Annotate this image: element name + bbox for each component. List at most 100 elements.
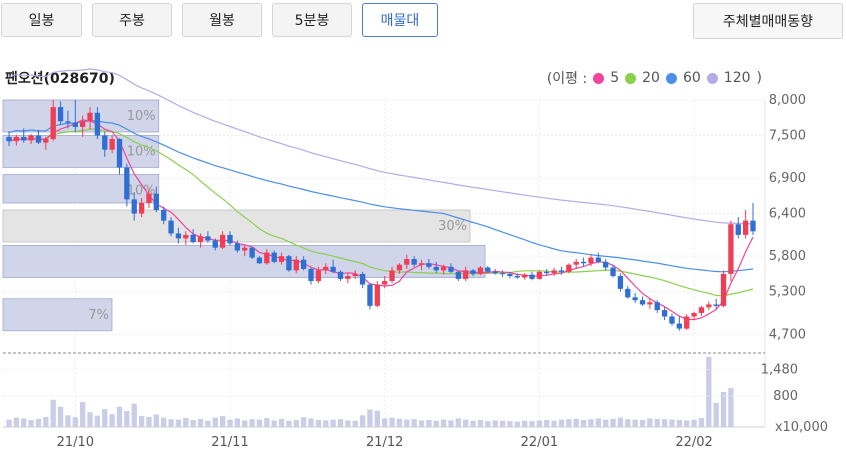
legend-suffix: ): [756, 70, 762, 86]
date-tick-label: 22/02: [675, 435, 712, 450]
date-tick-label: 21/11: [211, 435, 248, 450]
candle-body: [632, 297, 638, 301]
candle-body: [647, 302, 653, 305]
volume-bar: [352, 420, 358, 427]
candle-body: [57, 107, 64, 122]
volume-profile-label: 7%: [88, 308, 109, 323]
candle-body: [698, 307, 705, 313]
volume-bar: [661, 419, 668, 427]
volume-bar: [632, 419, 638, 427]
volume-bar: [205, 420, 211, 427]
ma60-line: [8, 119, 754, 273]
candle-body: [440, 266, 447, 271]
candle-body: [72, 122, 78, 127]
volume-bar: [411, 419, 417, 427]
candle-body: [374, 284, 380, 306]
candle-body: [661, 310, 668, 317]
volume-tick-label: 1,480: [761, 362, 798, 377]
volume-bar: [580, 419, 587, 427]
volume-bar: [728, 388, 734, 427]
volume-bar: [706, 356, 712, 427]
candle-body: [448, 266, 454, 272]
investor-trading-button[interactable]: 주체별매매동향: [693, 3, 843, 39]
volume-bar: [146, 416, 152, 427]
tab-monthly[interactable]: 월봉: [182, 3, 262, 37]
candle-body: [359, 273, 366, 285]
volume-bar: [57, 406, 64, 427]
candle-body: [566, 264, 572, 272]
candle-body: [558, 270, 565, 272]
candle-body: [713, 304, 719, 306]
volume-bar: [610, 418, 616, 427]
candle-body: [219, 234, 226, 248]
candle-body: [352, 273, 358, 277]
candle-body: [323, 266, 329, 271]
volume-bar: [153, 414, 159, 427]
candle-body: [345, 276, 351, 279]
volume-bar: [190, 419, 196, 427]
volume-bar: [234, 418, 241, 427]
candle-body: [315, 270, 322, 282]
candle-body: [573, 261, 579, 265]
volume-bar: [102, 409, 108, 427]
volume-bar: [448, 420, 454, 427]
tab-weekly[interactable]: 주봉: [92, 3, 172, 37]
candle-body: [669, 316, 675, 324]
candle-body: [116, 139, 123, 168]
volume-profile-label: 10%: [127, 144, 156, 159]
tab-volume-profile[interactable]: 매물대: [362, 3, 438, 37]
date-tick-label: 21/10: [57, 435, 94, 450]
candle-body: [190, 234, 196, 242]
candle-body: [580, 261, 587, 264]
volume-bar: [558, 419, 565, 427]
volume-bar: [94, 415, 101, 427]
legend-prefix: (이평 :: [546, 71, 588, 87]
candle-body: [735, 224, 741, 235]
date-tick-label: 22/01: [521, 435, 558, 450]
volume-bar: [404, 419, 410, 427]
volume-bar: [455, 418, 461, 427]
volume-bar: [529, 421, 535, 427]
candle-body: [514, 276, 520, 278]
candle-body: [477, 267, 484, 274]
candle-body: [728, 224, 734, 274]
candle-body: [485, 267, 491, 272]
volume-bar: [684, 420, 690, 427]
candle-body: [595, 257, 601, 262]
candle-body: [308, 268, 314, 282]
date-tick-label: 21/12: [366, 435, 403, 450]
volume-bar: [256, 419, 263, 427]
volume-bar: [330, 419, 336, 427]
volume-bar: [588, 419, 594, 427]
candle-body: [124, 167, 130, 200]
candle-body: [367, 284, 373, 306]
volume-bar: [698, 418, 705, 427]
candle-body: [603, 261, 609, 268]
volume-bar: [50, 399, 56, 427]
volume-bar: [639, 419, 646, 427]
candle-body: [411, 259, 417, 265]
candle-body: [102, 135, 108, 150]
volume-bar: [80, 402, 86, 427]
volume-bar: [293, 419, 299, 427]
candle-body: [551, 270, 557, 274]
volume-bar: [595, 418, 601, 427]
candle-body: [610, 267, 616, 277]
candle-body: [168, 220, 174, 234]
candle-body: [492, 271, 498, 274]
candle-body: [389, 270, 395, 282]
candle-body: [684, 316, 690, 329]
candle-body: [13, 136, 20, 142]
legend-ma20: 20: [642, 70, 660, 86]
volume-profile-bar: [2, 174, 160, 204]
volume-bar: [625, 419, 631, 427]
candle-body: [293, 259, 299, 271]
volume-bar: [507, 421, 513, 427]
volume-bar: [315, 419, 322, 427]
candle-body: [301, 259, 307, 269]
ma20-line: [8, 128, 754, 297]
tab-5min[interactable]: 5분봉: [272, 3, 352, 37]
volume-profile-bar: [2, 209, 471, 243]
tab-daily[interactable]: 일봉: [1, 3, 82, 37]
